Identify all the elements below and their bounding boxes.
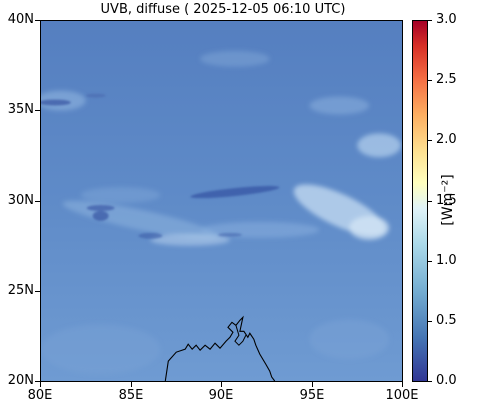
- map-panel: [40, 20, 403, 382]
- y-tick: [35, 110, 40, 111]
- x-tick: [312, 382, 313, 387]
- x-tick-label: 85E: [118, 388, 144, 403]
- colorbar-tick-label: 1.0: [436, 253, 457, 268]
- y-tick: [35, 381, 40, 382]
- y-tick-label: 35N: [7, 102, 34, 117]
- colorbar-tick-label: 3.0: [436, 12, 457, 27]
- x-tick: [221, 382, 222, 387]
- coastline-detail: [234, 325, 247, 346]
- colorbar-tick-label: 0.0: [436, 373, 457, 388]
- x-tick-label: 90E: [208, 388, 234, 403]
- colorbar-tick: [428, 381, 432, 382]
- y-tick-label: 40N: [7, 12, 34, 27]
- colorbar-tick: [428, 261, 432, 262]
- uvb-field-map: [41, 21, 402, 381]
- coastline: [164, 315, 276, 381]
- y-tick-label: 30N: [7, 193, 34, 208]
- y-tick-label: 20N: [7, 373, 34, 388]
- colorbar-tick: [428, 80, 432, 81]
- colorbar-unit-label: [Wm⁻²]: [440, 174, 456, 226]
- map-title: UVB, diffuse ( 2025-12-05 06:10 UTC): [100, 2, 346, 17]
- x-tick-label: 95E: [299, 388, 325, 403]
- x-tick: [402, 382, 403, 387]
- x-tick-label: 80E: [27, 388, 53, 403]
- colorbar-tick: [428, 321, 432, 322]
- y-tick: [35, 20, 40, 21]
- x-tick-label: 100E: [385, 388, 419, 403]
- dark-streaks: [41, 93, 280, 239]
- colorbar-tick-label: 2.0: [436, 132, 457, 147]
- y-tick: [35, 201, 40, 202]
- x-tick: [131, 382, 132, 387]
- x-tick: [40, 382, 41, 387]
- colorbar-tick: [428, 201, 432, 202]
- y-tick: [35, 291, 40, 292]
- colorbar: [412, 20, 428, 382]
- y-tick-label: 25N: [7, 283, 34, 298]
- colorbar-tick-label: 2.5: [436, 72, 457, 87]
- colorbar-tick-label: 0.5: [436, 313, 457, 328]
- colorbar-tick: [428, 20, 432, 21]
- colorbar-tick-label: 1.5: [436, 193, 457, 208]
- colorbar-tick: [428, 140, 432, 141]
